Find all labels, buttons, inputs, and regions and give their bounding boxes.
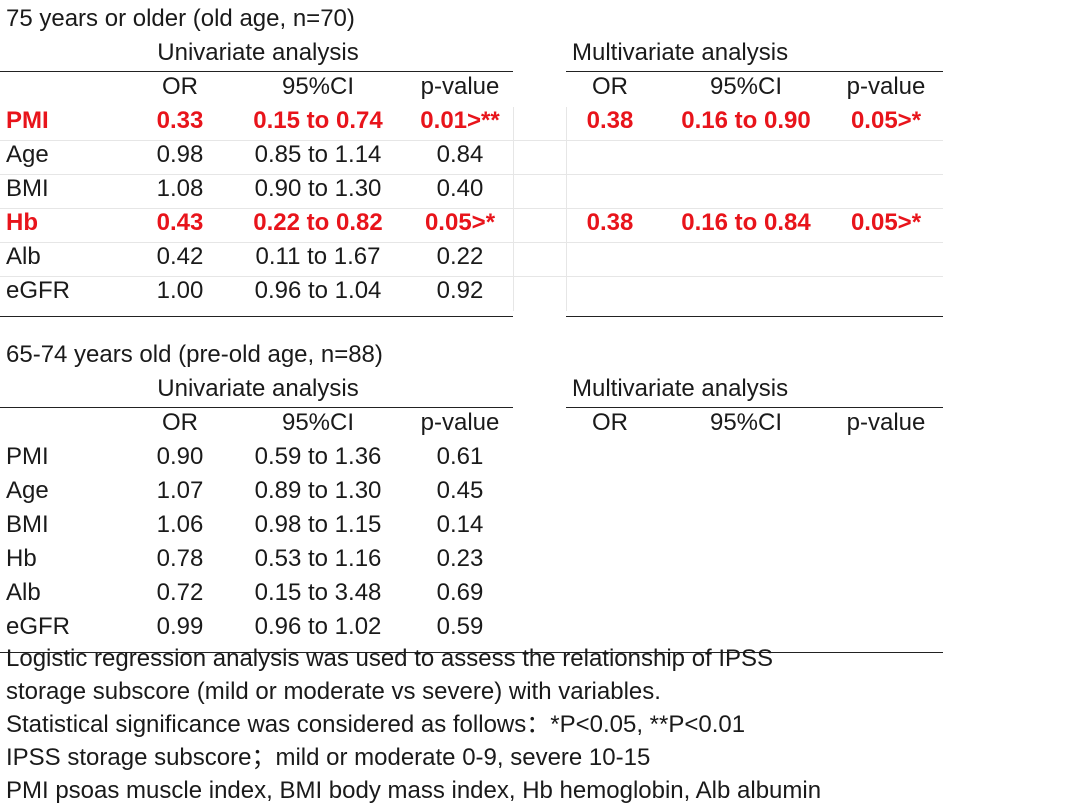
section2-row-ci: 0.96 to 1.02 (254, 613, 382, 640)
section2-row-p: 0.14 (436, 511, 484, 538)
section2-row-label: eGFR (6, 613, 71, 640)
section1-col-header-mp: p-value (846, 73, 926, 100)
section1-row-or: 0.42 (156, 243, 204, 270)
section1-row-multi-ci: 0.16 to 0.90 (681, 107, 811, 134)
footnote-line: storage subscore (mild or moderate vs se… (6, 678, 661, 705)
section1-row-ci: 0.15 to 0.74 (253, 107, 383, 134)
section1-row-multi-or: 0.38 (586, 209, 634, 236)
section1-row-p: 0.01>** (420, 107, 500, 134)
footnote-line: Statistical significance was considered … (6, 711, 746, 738)
section2-col-header-mp: p-value (846, 409, 926, 436)
section1-row-or: 0.43 (156, 209, 204, 236)
section1-row-or: 0.33 (156, 107, 204, 134)
section1-row-gridline (0, 276, 943, 277)
section2-univariate-heading: Univariate analysis (157, 375, 359, 402)
section1-row-p: 0.84 (436, 141, 484, 168)
section2-row-p: 0.69 (436, 579, 484, 606)
section2-row-p: 0.59 (436, 613, 484, 640)
section1-row-gridline (0, 174, 943, 175)
section1-col-header-ci: 95%CI (281, 73, 355, 100)
section2-row-or: 0.78 (156, 545, 204, 572)
section1-col-header-mci: 95%CI (709, 73, 783, 100)
section1-row-p: 0.22 (436, 243, 484, 270)
section1-row-ci: 0.90 to 1.30 (254, 175, 382, 202)
section1-row-ci: 0.11 to 1.67 (255, 243, 381, 270)
section2-row-label: Age (6, 477, 49, 504)
section1-row-label: Alb (6, 243, 41, 270)
section2-row-p: 0.23 (436, 545, 484, 572)
section1-heading-rule-multi (566, 71, 943, 72)
section2-row-or: 0.72 (156, 579, 204, 606)
section1-row-multi-p: 0.05>* (850, 107, 922, 134)
section2-row-p: 0.61 (436, 443, 484, 470)
section2-col-header-p: p-value (420, 409, 500, 436)
section1-bottom-rule-multi (566, 316, 943, 317)
footnote-line: PMI psoas muscle index, BMI body mass in… (6, 777, 822, 804)
section2-row-ci: 0.98 to 1.15 (254, 511, 382, 538)
section2-row-label: Alb (6, 579, 41, 606)
section2-col-header-or: OR (162, 409, 198, 436)
section1-row-p: 0.92 (436, 277, 484, 304)
section1-col-header-or: OR (162, 73, 198, 100)
section1-cell-divider (513, 107, 514, 311)
section2-bottom-rule (0, 652, 943, 653)
section1-cell-divider (566, 107, 567, 311)
section1-title: 75 years or older (old age, n=70) (6, 5, 355, 32)
section1-row-gridline (0, 208, 943, 209)
section1-col-header-p: p-value (420, 73, 500, 100)
section1-row-p: 0.05>* (424, 209, 496, 236)
section2-multivariate-heading: Multivariate analysis (572, 375, 789, 402)
section1-univariate-heading: Univariate analysis (157, 39, 359, 66)
section1-row-ci: 0.22 to 0.82 (253, 209, 383, 236)
section1-row-label: Age (6, 141, 49, 168)
section1-row-multi-p: 0.05>* (850, 209, 922, 236)
section1-row-label: BMI (6, 175, 49, 202)
section1-row-label: eGFR (6, 277, 71, 304)
section1-row-or: 0.98 (156, 141, 204, 168)
section1-row-gridline (0, 140, 943, 141)
section2-row-ci: 0.59 to 1.36 (254, 443, 382, 470)
section2-row-or: 0.90 (156, 443, 204, 470)
section1-bottom-rule-uni (0, 316, 513, 317)
section1-multivariate-heading: Multivariate analysis (572, 39, 789, 66)
section2-row-label: Hb (6, 545, 37, 572)
section1-row-multi-or: 0.38 (586, 107, 634, 134)
section2-heading-rule-uni (0, 407, 513, 408)
section1-row-label: Hb (6, 209, 38, 236)
section2-row-or: 1.07 (156, 477, 204, 504)
section2-row-or: 0.99 (156, 613, 204, 640)
section1-row-multi-ci: 0.16 to 0.84 (681, 209, 811, 236)
section2-row-ci: 0.15 to 3.48 (254, 579, 382, 606)
section1-row-ci: 0.96 to 1.04 (254, 277, 382, 304)
section2-heading-rule-multi (566, 407, 943, 408)
section1-row-label: PMI (6, 107, 49, 134)
section1-row-or: 1.00 (156, 277, 204, 304)
section1-row-or: 1.08 (156, 175, 204, 202)
section2-row-label: BMI (6, 511, 49, 538)
section2-row-or: 1.06 (156, 511, 204, 538)
section1-row-p: 0.40 (436, 175, 484, 202)
section2-title: 65-74 years old (pre-old age, n=88) (6, 341, 383, 368)
section2-row-ci: 0.53 to 1.16 (254, 545, 382, 572)
section2-col-header-mor: OR (592, 409, 628, 436)
section2-row-ci: 0.89 to 1.30 (254, 477, 382, 504)
section1-heading-rule-uni (0, 71, 513, 72)
footnote-line: IPSS storage subscore；mild or moderate 0… (6, 744, 651, 771)
section2-row-p: 0.45 (436, 477, 484, 504)
section2-col-header-ci: 95%CI (281, 409, 355, 436)
section1-col-header-mor: OR (592, 73, 628, 100)
section1-row-gridline (0, 242, 943, 243)
footnote-line: Logistic regression analysis was used to… (6, 645, 774, 672)
section2-col-header-mci: 95%CI (709, 409, 783, 436)
section2-row-label: PMI (6, 443, 49, 470)
section1-row-ci: 0.85 to 1.14 (254, 141, 382, 168)
